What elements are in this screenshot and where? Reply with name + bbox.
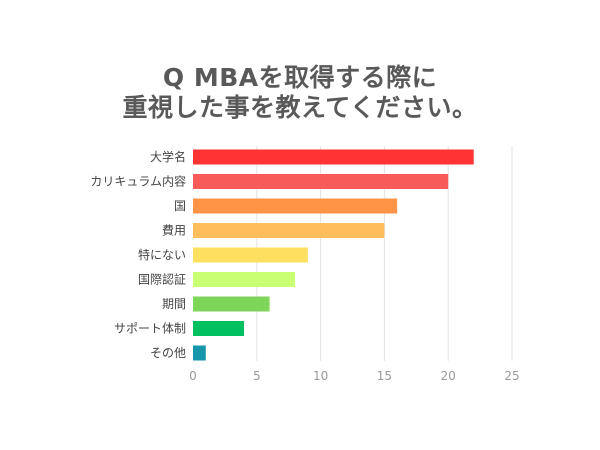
bar xyxy=(193,198,398,214)
bar xyxy=(193,223,385,238)
x-tick-label: 25 xyxy=(504,369,519,383)
bar xyxy=(193,247,308,263)
x-tick-label: 0 xyxy=(189,369,197,383)
category-label: 費用 xyxy=(162,223,186,238)
bar xyxy=(193,149,474,165)
category-label: 期間 xyxy=(162,297,186,311)
x-tick-label: 5 xyxy=(253,369,261,383)
category-label: サポート体制 xyxy=(114,322,186,336)
x-tick-label: 15 xyxy=(377,369,392,383)
bar xyxy=(193,296,270,312)
chart-title-line-1: Q MBAを取得する際に xyxy=(162,63,438,92)
bar xyxy=(193,272,296,287)
category-label: 大学名 xyxy=(150,149,186,164)
bar xyxy=(193,174,449,189)
bar xyxy=(193,321,245,336)
chart-title-line-2: 重視した事を教えてください。 xyxy=(122,93,478,122)
category-label: カリキュラム内容 xyxy=(90,174,186,189)
x-tick-label: 10 xyxy=(313,369,328,383)
x-tick-label: 20 xyxy=(441,369,456,383)
category-label: 国際認証 xyxy=(138,272,186,287)
bar xyxy=(193,345,206,361)
category-label: その他 xyxy=(150,346,186,360)
category-label: 特にない xyxy=(138,247,186,262)
category-label: 国 xyxy=(174,199,186,213)
